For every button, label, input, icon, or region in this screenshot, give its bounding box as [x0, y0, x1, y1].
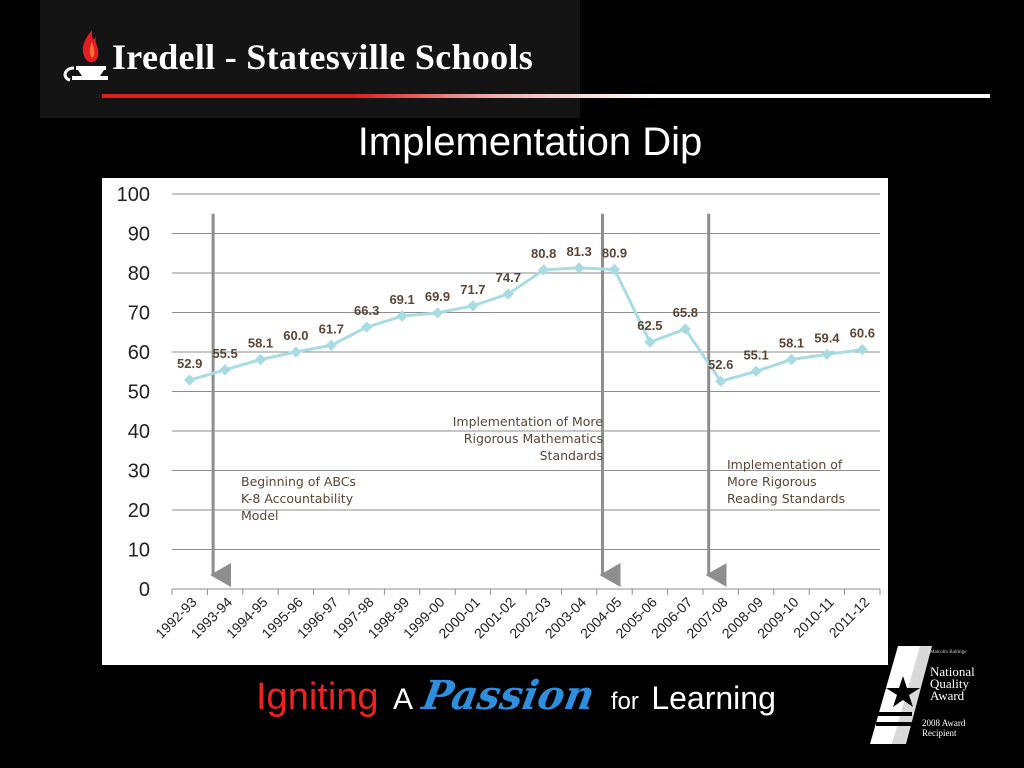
data-point: [679, 323, 691, 335]
data-point: [467, 300, 479, 312]
data-label: 74.7: [496, 270, 521, 285]
data-point: [785, 353, 798, 366]
data-label: 61.7: [319, 321, 344, 336]
data-point: [644, 336, 656, 348]
data-label: 58.1: [248, 336, 273, 351]
header-panel: [40, 0, 580, 118]
slide-title: Implementation Dip: [357, 120, 703, 164]
baldrige-star-emblem-icon: [870, 646, 932, 744]
data-point: [750, 365, 762, 378]
data-label: 52.6: [708, 357, 733, 372]
data-point: [821, 348, 833, 361]
data-label: 52.9: [177, 356, 202, 371]
data-point: [715, 375, 727, 387]
y-tick-label: 70: [128, 303, 150, 325]
data-label: 60.6: [850, 326, 875, 341]
y-tick-label: 10: [128, 540, 150, 562]
award-recipient: 2008 Award Recipient: [922, 718, 998, 738]
tagline-for: for: [610, 688, 639, 715]
data-point: [325, 339, 337, 351]
annotation-reading-standards: Implementation of More Rigorous Reading …: [727, 456, 887, 507]
annotation-line: K-8 Accountability: [241, 491, 354, 506]
award-recipient-line: 2008 Award: [922, 718, 966, 728]
data-label: 65.8: [673, 305, 698, 320]
y-tick-label: 30: [128, 461, 150, 483]
y-tick-label: 90: [128, 224, 150, 246]
annotation-line: Standards: [539, 448, 603, 463]
annotation-line: Beginning of ABCs: [241, 474, 356, 489]
tagline-learning: Learning: [651, 680, 776, 716]
data-label: 60.0: [283, 328, 308, 343]
award-small-text: Malcolm Baldrige: [930, 650, 967, 655]
tagline-passion: Passion: [419, 672, 599, 719]
y-tick-label: 40: [128, 421, 150, 443]
flame-lamp-icon: [63, 30, 108, 82]
tagline-a: A: [393, 683, 414, 716]
data-label: 59.4: [814, 330, 840, 345]
org-name: Iredell - Statesville Schools: [112, 37, 534, 77]
tagline-igniting: Igniting: [256, 676, 379, 718]
data-label: 80.9: [602, 245, 627, 260]
annotation-line: Implementation of More: [452, 414, 603, 429]
data-label: 55.5: [212, 346, 237, 361]
data-point: [431, 307, 444, 319]
data-label: 66.3: [354, 303, 379, 318]
annotation-line: Rigorous Mathematics: [463, 431, 603, 446]
y-tick-label: 20: [128, 500, 150, 522]
annotation-line: Reading Standards: [727, 491, 846, 506]
data-label: 69.9: [425, 289, 450, 304]
annotation-line: Implementation of: [727, 457, 843, 472]
data-point: [856, 343, 868, 356]
tagline: Igniting A Passion for Learning: [256, 672, 776, 732]
chart-panel: 0 10 20 30 40 50 60 70 80 90 100 1992-93 1993-94 1994…: [102, 178, 888, 665]
data-point: [361, 321, 373, 333]
data-point: [396, 310, 408, 322]
y-tick-label: 50: [128, 382, 150, 404]
y-tick-label: 60: [128, 342, 150, 364]
data-label: 71.7: [460, 282, 485, 297]
award-recipient-line: Recipient: [922, 728, 957, 738]
data-label: 80.8: [531, 246, 556, 261]
data-label: 62.5: [637, 318, 662, 333]
data-point: [219, 364, 231, 376]
data-point: [254, 353, 267, 366]
award-name-line: Quality: [930, 676, 969, 691]
data-point: [573, 262, 585, 274]
annotation-line: Model: [241, 508, 279, 523]
header-rule-red: [102, 94, 662, 98]
header-rule-white: [662, 94, 990, 98]
award-badge: Malcolm Baldrige National Quality Award …: [868, 646, 998, 746]
line-chart: 01020304050607080901001992-931993-941994…: [117, 184, 881, 641]
data-point: [184, 374, 196, 386]
annotation-math-standards: Implementation of More Rigorous Mathemat…: [420, 413, 603, 464]
award-name: National Quality Award: [930, 664, 1000, 703]
data-label: 69.1: [389, 292, 414, 307]
annotation-abcs: Beginning of ABCs K-8 Accountability Mod…: [241, 473, 411, 524]
data-label: 55.1: [743, 347, 768, 362]
y-tick-label: 0: [139, 579, 150, 601]
data-point: [290, 346, 302, 358]
y-tick-label: 100: [117, 184, 150, 206]
series-line: [189, 266, 863, 383]
annotation-line: More Rigorous: [727, 474, 817, 489]
data-label: 58.1: [779, 336, 804, 351]
award-name-line: Award: [930, 688, 965, 703]
data-label: 81.3: [566, 244, 591, 259]
y-tick-label: 80: [128, 263, 150, 285]
award-name-line: National: [930, 664, 975, 679]
